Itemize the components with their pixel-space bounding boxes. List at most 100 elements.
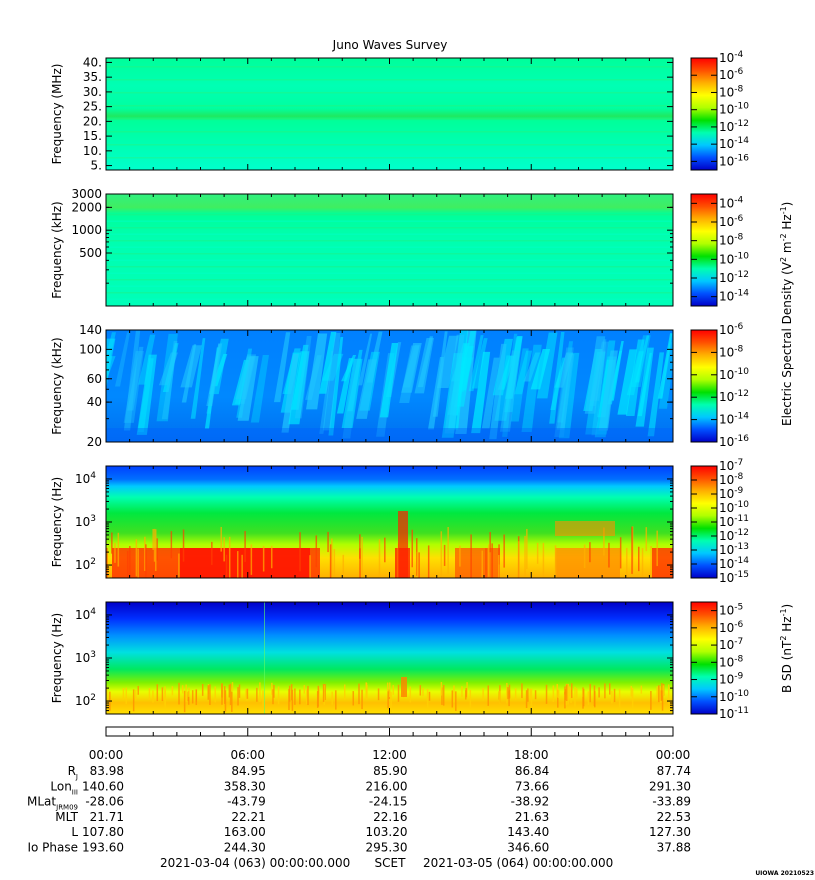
ephemeris-row-label: RJ [68,764,78,781]
panel-1-ytick-label: 5. [91,159,102,173]
colorbar-scale [690,329,718,443]
ephemeris-value: 83.98 [90,764,124,778]
panel-5: Frequency (Hz) 104 103 102 [50,601,674,715]
ephemeris-value: 87.74 [657,764,691,778]
panel-1-ytick-label: 10. [83,144,102,158]
colorbar-scale [690,57,718,171]
panel-5-ytick-label: 102 [75,693,96,708]
panel-3-ytick-label: 60 [87,372,102,386]
panel-1-ytick-label: 30. [83,85,102,99]
ephemeris-value: 22.53 [657,810,691,824]
panel-1-ytick-label: 40. [83,55,102,69]
colorbar-tick-label: 10-12 [719,389,749,404]
colorbar-tick-label: 10-13 [719,542,749,557]
electric-spectral-density-label: Electric Spectral Density (V2 m-2 Hz-1) [779,202,794,426]
colorbar-tick-label: 10-7 [719,458,743,473]
ephemeris-value: 86.84 [515,764,549,778]
ephemeris-row-label: L [71,825,78,839]
panel-1-ytick-label: 20. [83,114,102,128]
colorbar-tick-label: 10-15 [719,570,749,585]
colorbar-tick-label: 10-9 [719,672,744,687]
panel-5-ytick-label: 103 [75,650,96,665]
footer-start-time: 2021-03-04 (063) 00:00:00.000 [160,856,350,870]
spectrogram-panels: Frequency (MHz)40.35.30.25.20.15.10.5.Fr… [50,55,674,715]
ephemeris-value: 358.30 [224,779,266,793]
ephemeris-value: 21.71 [90,810,124,824]
panel-2-ylabel: Frequency (kHz) [50,201,64,298]
colorbar-tick-label: 10-12 [719,119,749,134]
colorbar-tick-label: 10-14 [719,556,749,571]
panel-4-ytick-label: 104 [75,471,96,486]
ephemeris-value: 107.80 [82,825,124,839]
ephemeris-value: 346.60 [507,841,549,855]
ephemeris-value: 22.16 [373,810,407,824]
colorbar-scale [690,601,718,715]
time-tick-label: 00:00 [89,748,124,762]
colorbar-tick-label: 10-6 [719,322,744,337]
panel-1-ytick-label: 35. [83,70,102,84]
ephemeris-value: -38.92 [511,795,550,809]
spectrogram-image [106,194,673,306]
ephemeris-value: 103.20 [366,825,408,839]
ephemeris-value: 37.88 [657,841,691,855]
panel-2-ytick-label: 3000 [71,187,102,201]
panel-3-ytick-label: 40 [87,395,102,409]
ephemeris-row-label: LonIII [50,779,78,796]
panel-5-ytick-label: 104 [75,607,96,622]
ephemeris-value: 216.00 [366,779,408,793]
colorbar-tick-label: 10-7 [719,637,743,652]
ephemeris-value: 295.30 [366,841,408,855]
colorbar-tick-label: 10-10 [719,689,749,704]
colorbar-tick-label: 10-14 [719,289,749,304]
panel-3-ytick-label: 100 [79,342,102,356]
footer-stamp: UIOWA 20210523 [755,870,814,877]
colorbar-tick-label: 10-5 [719,603,743,618]
colorbar-tick-label: 10-8 [719,654,744,669]
colorbar-tick-label: 10-6 [719,620,744,635]
ephemeris-row-label: MLT [55,810,78,824]
panel-4-ylabel: Frequency (Hz) [50,477,64,568]
panel-4: Frequency (Hz) 104 103 102 [50,465,674,579]
magnetic-spectral-density-label: B SD (nT2 Hz-1) [779,604,794,693]
ephemeris-table: RJ 83.98 84.95 85.90 86.84 87.74 LonIII 140.60 3… [27,764,691,855]
panel-2-ytick-label: 500 [79,246,102,260]
colorbar-tick-label: 10-14 [719,136,749,151]
panel-1: Frequency (MHz) 40.35.30.25.20.15.10.5. [50,55,674,173]
panel-3-ylabel: Frequency (kHz) [50,337,64,434]
time-tick-label: 06:00 [230,748,265,762]
ephemeris-value: 193.60 [82,841,124,855]
panel-1-ytick-label: 15. [83,129,102,143]
panel-4-ytick-label: 102 [75,557,96,572]
colorbar-tick-label: 10-8 [719,472,744,487]
colorbar-tick-label: 10-10 [719,251,749,266]
ephemeris-value: -43.79 [227,795,266,809]
colorbar-tick-label: 10-12 [719,528,749,543]
colorbar-tick-label: 10-11 [719,514,749,529]
colorbars: 10-4 10-6 10-8 10-10 10-12 10-14 10-16 10-4 10-6… [690,50,749,721]
time-tick-label: 00:00 [656,748,691,762]
colorbar-tick-label: 10-8 [719,344,744,359]
colorbar-1: 10-4 10-6 10-8 10-10 10-12 10-14 10-16 [690,50,749,171]
colorbar-tick-label: 10-10 [719,102,749,117]
colorbar-tick-label: 10-11 [719,706,749,721]
chart-title: Juno Waves Survey [332,38,448,52]
panel-2-ytick-label: 1000 [71,223,102,237]
footer-end-time: 2021-03-05 (064) 00:00:00.000 [423,856,613,870]
colorbar-2: 10-4 10-6 10-8 10-10 10-12 10-14 [690,193,749,307]
spectrogram-image [106,58,673,170]
ephemeris-value: 22.21 [231,810,265,824]
ephemeris-row-label: MLatJRM09 [27,795,78,812]
colorbar-tick-label: 10-10 [719,500,749,515]
colorbar-tick-label: 10-14 [719,412,749,427]
colorbar-tick-label: 10-8 [719,233,744,248]
panel-3: Frequency (kHz) 140 100 60 40 20 [50,323,674,449]
colorbar-tick-label: 10-10 [719,367,749,382]
colorbar-tick-label: 10-9 [719,486,744,501]
colorbar-4: 10-710-810-910-1010-1110-1210-1310-1410-… [690,458,749,585]
panel-3-ytick-label: 20 [87,435,102,449]
ephemeris-value: 291.30 [649,779,691,793]
ephemeris-value: 21.63 [515,810,549,824]
panel-3-ytick-label: 140 [79,323,102,337]
